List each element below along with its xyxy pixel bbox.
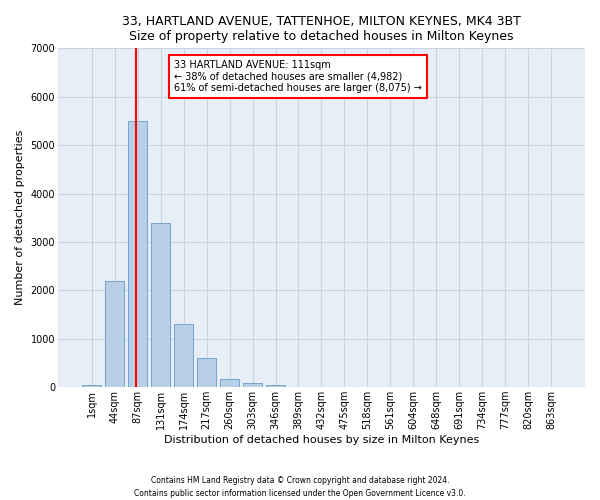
Y-axis label: Number of detached properties: Number of detached properties: [15, 130, 25, 306]
Bar: [243, 384, 262, 387]
Bar: [266, 384, 285, 387]
Text: Contains HM Land Registry data © Crown copyright and database right 2024.
Contai: Contains HM Land Registry data © Crown c…: [134, 476, 466, 498]
Bar: [82, 384, 101, 387]
Title: 33, HARTLAND AVENUE, TATTENHOE, MILTON KEYNES, MK4 3BT
Size of property relative: 33, HARTLAND AVENUE, TATTENHOE, MILTON K…: [122, 15, 521, 43]
X-axis label: Distribution of detached houses by size in Milton Keynes: Distribution of detached houses by size …: [164, 435, 479, 445]
Bar: [128, 121, 148, 387]
Bar: [174, 324, 193, 387]
Text: 33 HARTLAND AVENUE: 111sqm
← 38% of detached houses are smaller (4,982)
61% of s: 33 HARTLAND AVENUE: 111sqm ← 38% of deta…: [174, 60, 422, 94]
Bar: [220, 379, 239, 387]
Bar: [151, 222, 170, 387]
Bar: [105, 280, 124, 387]
Bar: [197, 358, 217, 387]
